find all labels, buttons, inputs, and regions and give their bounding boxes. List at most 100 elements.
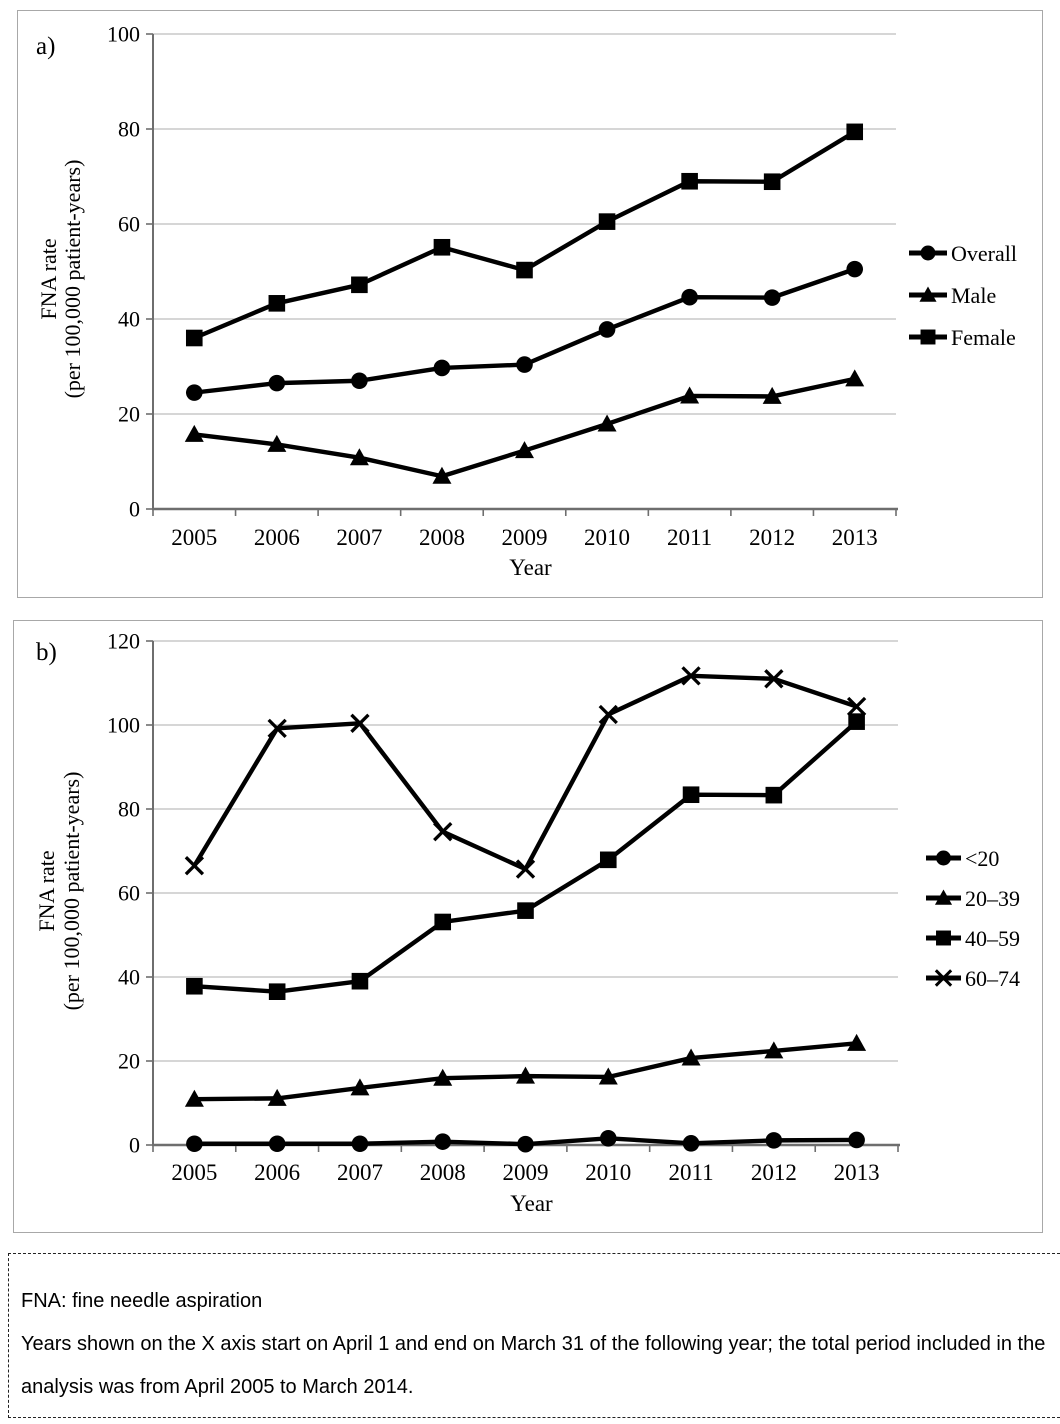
series-marker <box>765 1132 783 1149</box>
series-marker <box>681 288 698 306</box>
legend-label: <20 <box>965 846 999 871</box>
x-tick-label: 2006 <box>254 525 300 550</box>
series-marker <box>848 1131 865 1149</box>
series-marker <box>764 1041 784 1059</box>
series-marker <box>516 356 533 373</box>
series-marker <box>350 1078 370 1096</box>
legend-label: 20–39 <box>965 886 1020 911</box>
panel-label-a: a) <box>36 33 56 60</box>
series-marker <box>848 713 865 730</box>
legend-marker <box>936 930 951 946</box>
footnote-box: FNA: fine needle aspiration Years shown … <box>8 1253 1060 1418</box>
series-marker <box>764 669 784 689</box>
x-tick-label: 2011 <box>667 525 712 550</box>
series-marker <box>846 123 864 141</box>
series-marker <box>267 1088 287 1106</box>
series-marker <box>599 1129 617 1147</box>
series-marker <box>598 1067 618 1085</box>
series-marker <box>349 448 369 466</box>
y-axis-title-line: FNA rate <box>34 850 59 931</box>
series-marker <box>268 374 286 392</box>
fna-rate-by-age-chart: 0 20 40 60 80 100 120 2005 2006 2007 2008 2009 2010 2… <box>34 629 1020 1217</box>
series-marker <box>598 704 618 725</box>
y-tick-label: 0 <box>129 1133 140 1158</box>
series-marker <box>598 213 616 230</box>
series-marker <box>185 384 203 401</box>
series-marker <box>765 786 783 804</box>
legend-marker <box>936 850 951 866</box>
series-line-female <box>193 129 856 341</box>
x-tick-label: 2013 <box>834 1160 880 1185</box>
series-marker <box>186 977 203 995</box>
series-marker <box>267 434 287 452</box>
series-marker <box>598 321 616 338</box>
series-line-male <box>194 376 856 479</box>
y-tick-label: 80 <box>118 117 140 142</box>
series-marker <box>433 359 451 377</box>
x-tick-label: 2009 <box>502 525 548 550</box>
x-tick-label: 2012 <box>749 525 795 550</box>
y-axis-title-line: FNA rate <box>36 238 61 319</box>
y-tick-label: 40 <box>118 965 140 990</box>
series-marker <box>351 276 368 294</box>
series-marker <box>268 983 286 1000</box>
x-tick-label: 2007 <box>336 525 382 550</box>
fna-rate-by-sex-chart: 0 20 40 60 80 100 2005 2006 2007 2008 2009 2010 2011… <box>36 22 1017 581</box>
y-tick-label: 60 <box>118 212 140 237</box>
series-marker <box>680 386 700 404</box>
series-marker <box>184 1089 204 1107</box>
series-marker <box>268 1135 286 1153</box>
series-marker <box>846 260 864 278</box>
series-marker <box>434 1133 452 1150</box>
series-marker <box>434 913 452 931</box>
series-marker <box>763 173 781 191</box>
chart-panel-a: a) 0 20 40 60 80 100 2005 2006 2007 2008 2009 2010 2… <box>17 10 1043 598</box>
series-marker <box>762 386 782 404</box>
x-tick-label: 2011 <box>668 1160 713 1185</box>
x-tick-label: 2005 <box>171 1160 217 1185</box>
series-marker <box>516 1066 535 1084</box>
legend-label: Overall <box>951 241 1017 266</box>
series-marker <box>351 972 369 990</box>
series-marker <box>186 1135 203 1153</box>
x-tick-label: 2009 <box>503 1160 549 1185</box>
series-line-60-74 <box>192 673 858 872</box>
legend-label: Male <box>951 283 996 308</box>
footnote-period-note: Years shown on the X axis start on April… <box>21 1333 1046 1398</box>
footnote-abbreviation: FNA: fine needle aspiration <box>21 1290 263 1312</box>
y-axis-title-line: (per 100,000 patient-years) <box>60 160 85 399</box>
legend-marker <box>920 245 936 261</box>
x-tick-label: 2010 <box>584 525 630 550</box>
legend-label: 60–74 <box>965 966 1020 991</box>
series-marker <box>517 1135 534 1153</box>
y-tick-label: 40 <box>118 307 140 332</box>
y-tick-label: 80 <box>118 797 140 822</box>
series-marker <box>681 666 701 686</box>
legend-marker <box>934 889 953 905</box>
series-marker <box>351 372 368 390</box>
legend-marker <box>919 286 937 302</box>
legend-marker <box>934 969 953 987</box>
panel-label-b: b) <box>36 639 57 666</box>
x-tick-label: 2012 <box>751 1160 797 1185</box>
x-tick-label: 2008 <box>419 525 465 550</box>
y-axis-title-line: (per 100,000 patient-years) <box>59 772 84 1011</box>
series-marker <box>433 1068 453 1086</box>
y-tick-label: 120 <box>107 629 140 654</box>
series-marker <box>597 414 617 432</box>
x-axis-title: Year <box>510 1191 553 1216</box>
series-marker <box>682 1135 700 1152</box>
series-marker <box>599 851 617 869</box>
y-tick-label: 100 <box>107 22 140 47</box>
y-tick-label: 0 <box>129 497 140 522</box>
x-tick-label: 2010 <box>585 1160 631 1185</box>
series-marker <box>350 713 370 733</box>
legend-label: Female <box>951 325 1016 350</box>
series-marker <box>268 295 286 312</box>
series-marker <box>267 718 287 739</box>
series-marker <box>516 261 533 279</box>
x-tick-label: 2007 <box>337 1160 383 1185</box>
x-axis-title: Year <box>509 555 552 580</box>
series-marker <box>845 369 865 387</box>
